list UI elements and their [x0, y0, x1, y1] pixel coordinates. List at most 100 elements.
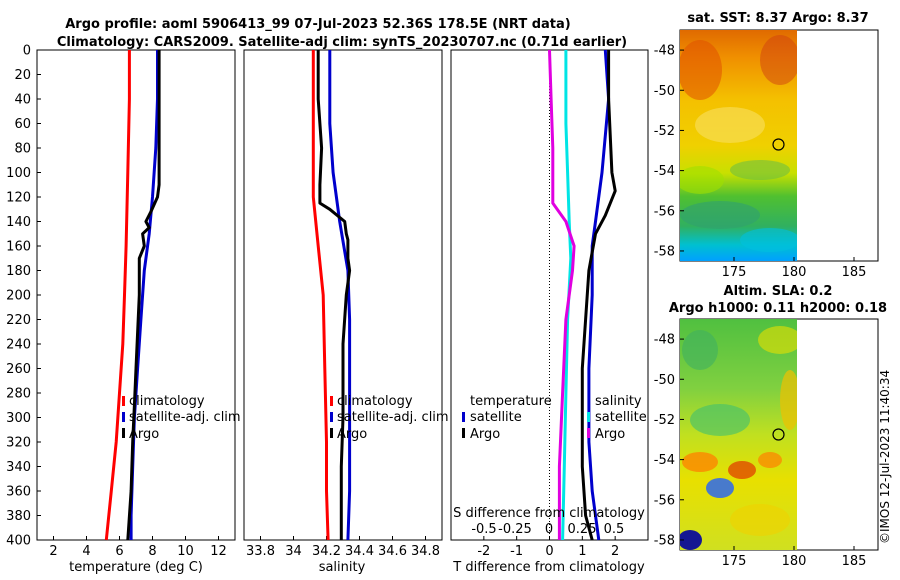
legend-label-t-satellite: satellite	[470, 410, 522, 425]
argo-float-marker-sst	[772, 138, 785, 151]
depth-tick-label: 380	[6, 509, 31, 524]
x-tick-label: 34.4	[345, 544, 374, 559]
x-tick-label: 0	[545, 544, 553, 559]
legend-label-climatology: climatology	[337, 394, 413, 409]
x-tick-label: 8	[148, 544, 156, 559]
salinity-axes-box	[243, 49, 443, 541]
sla-map-title-line1: Altim. SLA: 0.2	[724, 284, 833, 299]
series-line-satellite-adj-clim	[328, 50, 352, 541]
series-line-s-satellite	[561, 50, 573, 541]
legend-swatch-t-satellite	[462, 412, 465, 422]
sla-patch	[730, 504, 790, 536]
depth-tick-label: 340	[6, 460, 31, 475]
depth-tick-label: 60	[14, 117, 31, 132]
sla-patch	[728, 461, 756, 479]
sla-patch	[706, 478, 734, 498]
sst-patch	[695, 107, 765, 143]
series-line-t-argo	[580, 50, 617, 541]
sla-patch	[758, 452, 782, 468]
sla-field	[680, 319, 797, 550]
map-y-tick-label: -56	[654, 204, 675, 219]
map-x-tick-label: 180	[782, 554, 807, 569]
x-tick-label: 2	[49, 544, 57, 559]
depth-tick-label: 140	[6, 215, 31, 230]
s-tick-label: -0.25	[498, 522, 532, 537]
depth-tick-label: 200	[6, 289, 31, 304]
legend-label-satellite: satellite-adj. clim	[129, 410, 241, 425]
legend-label-satellite: satellite-adj. clim	[337, 410, 449, 425]
x-tick-label: 6	[115, 544, 123, 559]
x-tick-label: 34.2	[312, 544, 341, 559]
map-y-tick-label: -54	[654, 453, 675, 468]
depth-tick-label: 400	[6, 534, 31, 549]
map-y-tick-label: -54	[654, 164, 675, 179]
map-y-tick-label: -50	[654, 373, 675, 388]
difference-xlabel: T difference from climatology	[452, 560, 645, 575]
legend-label-s-argo: Argo	[595, 427, 625, 442]
s-tick-label: 0	[545, 522, 553, 537]
x-tick-label: 34	[285, 544, 302, 559]
map-y-tick-label: -58	[654, 244, 675, 259]
series-line-t-satellite	[587, 49, 611, 541]
legend-title-temperature: temperature	[470, 394, 552, 409]
sla-map-panel: Altim. SLA: 0.2 Argo h1000: 0.11 h2000: …	[654, 284, 887, 569]
legend-label-climatology: climatology	[129, 394, 205, 409]
map-y-tick-label: -52	[654, 413, 675, 428]
difference-panel: -2 -1 0 1 2 -0.5 -0.25 0 0.25 0.5 S difference f…	[450, 49, 649, 575]
sst-patch	[680, 166, 724, 194]
map-x-tick-label: 180	[782, 265, 807, 280]
temperature-xlabel: temperature (deg C)	[69, 560, 203, 575]
map-x-tick-label: 185	[842, 265, 867, 280]
legend-label-argo: Argo	[129, 427, 159, 442]
depth-tick-label: 0	[23, 44, 31, 59]
imos-timestamp: ©IMOS 12-Jul-2023 11:40:34	[878, 370, 892, 544]
sst-patch	[740, 228, 797, 252]
sla-patch	[758, 326, 797, 354]
temperature-panel: 0 20 40 60 80 100 120 140 160 180 200 220 240 260 280 3…	[6, 44, 240, 576]
series-line-argo	[126, 50, 161, 541]
legend-label-s-satellite: satellite	[595, 410, 647, 425]
title-line2: Climatology: CARS2009. Satellite-adj cli…	[57, 35, 627, 50]
series-line-climatology	[104, 50, 131, 541]
depth-tick-label: 40	[14, 93, 31, 108]
depth-tick-label: 240	[6, 338, 31, 353]
depth-tick-label: 80	[14, 142, 31, 157]
s-tick-label: 0.5	[604, 522, 625, 537]
s-tick-label: -0.5	[471, 522, 496, 537]
s-difference-label: S difference from climatology	[453, 506, 645, 521]
legend-swatch-s-satellite	[587, 412, 590, 422]
map-y-tick-label: -56	[654, 493, 675, 508]
legend-label-argo: Argo	[337, 427, 367, 442]
map-y-tick-label: -48	[654, 333, 675, 348]
map-y-tick-label: -50	[654, 84, 675, 99]
sla-patch	[690, 404, 750, 436]
legend-swatch-argo	[122, 428, 125, 438]
depth-tick-label: 20	[14, 68, 31, 83]
sst-patch	[680, 201, 760, 229]
map-x-tick-label: 175	[722, 554, 747, 569]
sla-patch	[780, 370, 797, 430]
depth-tick-label: 260	[6, 362, 31, 377]
legend-swatch-argo	[330, 428, 333, 438]
series-line-argo	[316, 50, 352, 540]
difference-legend-salinity: salinity satellite Argo	[587, 394, 647, 442]
legend-swatch-t-argo	[462, 428, 465, 438]
temperature-axes-box	[36, 49, 236, 541]
title-line1: Argo profile: aoml 5906413_99 07-Jul-202…	[65, 17, 571, 32]
x-tick-label: 2	[611, 544, 619, 559]
legend-swatch-s-argo	[587, 428, 590, 438]
depth-tick-label: 160	[6, 240, 31, 255]
sst-map-title: sat. SST: 8.37 Argo: 8.37	[687, 11, 868, 26]
series-line-climatology	[311, 50, 330, 541]
depth-tick-label: 120	[6, 191, 31, 206]
x-tick-label: 1	[578, 544, 586, 559]
map-x-tick-label: 175	[722, 265, 747, 280]
legend-swatch-satellite	[122, 412, 125, 422]
map-x-tick-label: 185	[842, 554, 867, 569]
map-y-tick-label: -48	[654, 44, 675, 59]
sst-patch	[730, 160, 790, 180]
legend-label-t-argo: Argo	[470, 427, 500, 442]
sst-patch	[760, 35, 797, 85]
x-tick-label: 34.6	[378, 544, 407, 559]
